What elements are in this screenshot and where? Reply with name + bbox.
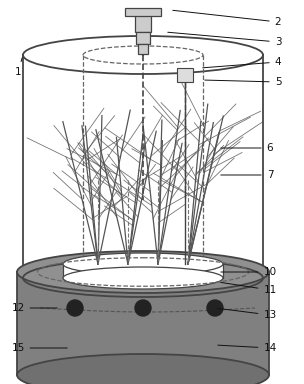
Text: 13: 13	[218, 308, 277, 320]
Text: 5: 5	[205, 77, 281, 87]
Text: 12: 12	[11, 303, 57, 313]
Bar	[125, 8, 161, 16]
Bar	[138, 44, 148, 54]
Bar	[136, 32, 150, 44]
Ellipse shape	[17, 251, 269, 293]
Text: 14: 14	[218, 343, 277, 353]
Circle shape	[67, 300, 83, 316]
Bar	[63, 264, 223, 278]
Circle shape	[135, 300, 151, 316]
Ellipse shape	[63, 253, 223, 275]
Text: 7: 7	[221, 170, 273, 180]
Bar	[177, 68, 193, 82]
Bar	[17, 272, 269, 375]
Text: 6: 6	[221, 143, 273, 153]
Text: 4: 4	[203, 57, 281, 68]
Text: 11: 11	[221, 282, 277, 295]
Text: 10: 10	[221, 267, 277, 277]
Bar	[135, 10, 151, 32]
Ellipse shape	[17, 354, 269, 384]
Ellipse shape	[63, 267, 223, 289]
Circle shape	[207, 300, 223, 316]
Text: 1: 1	[15, 58, 22, 77]
Text: 2: 2	[173, 10, 281, 27]
Text: 15: 15	[11, 343, 67, 353]
Text: 3: 3	[168, 32, 281, 47]
